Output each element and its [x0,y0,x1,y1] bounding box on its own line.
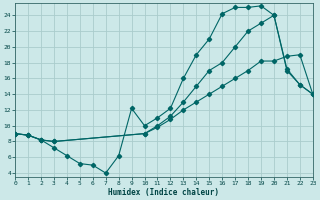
X-axis label: Humidex (Indice chaleur): Humidex (Indice chaleur) [108,188,220,197]
